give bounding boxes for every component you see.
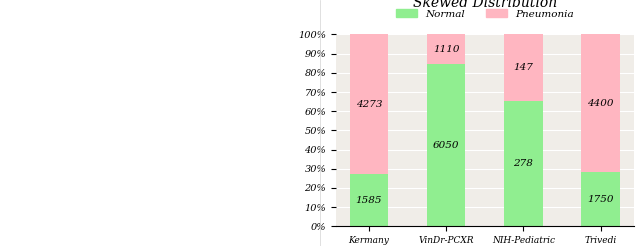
Bar: [427, 64, 465, 226]
Legend: Normal, Pneumonia: Normal, Pneumonia: [392, 5, 578, 23]
Text: 1750: 1750: [588, 195, 614, 203]
Text: 4400: 4400: [588, 99, 614, 108]
Bar: [504, 34, 543, 101]
Bar: [581, 34, 620, 172]
Title: Skewed Distribution: Skewed Distribution: [413, 0, 557, 10]
Text: 278: 278: [513, 159, 533, 168]
Text: 4273: 4273: [356, 100, 382, 109]
Bar: [349, 34, 388, 174]
Text: 1585: 1585: [356, 196, 382, 205]
Text: 147: 147: [513, 63, 533, 72]
Bar: [349, 174, 388, 226]
Text: 6050: 6050: [433, 141, 460, 150]
Bar: [427, 34, 465, 64]
Bar: [504, 101, 543, 226]
Bar: [581, 172, 620, 226]
Text: 1110: 1110: [433, 45, 460, 54]
